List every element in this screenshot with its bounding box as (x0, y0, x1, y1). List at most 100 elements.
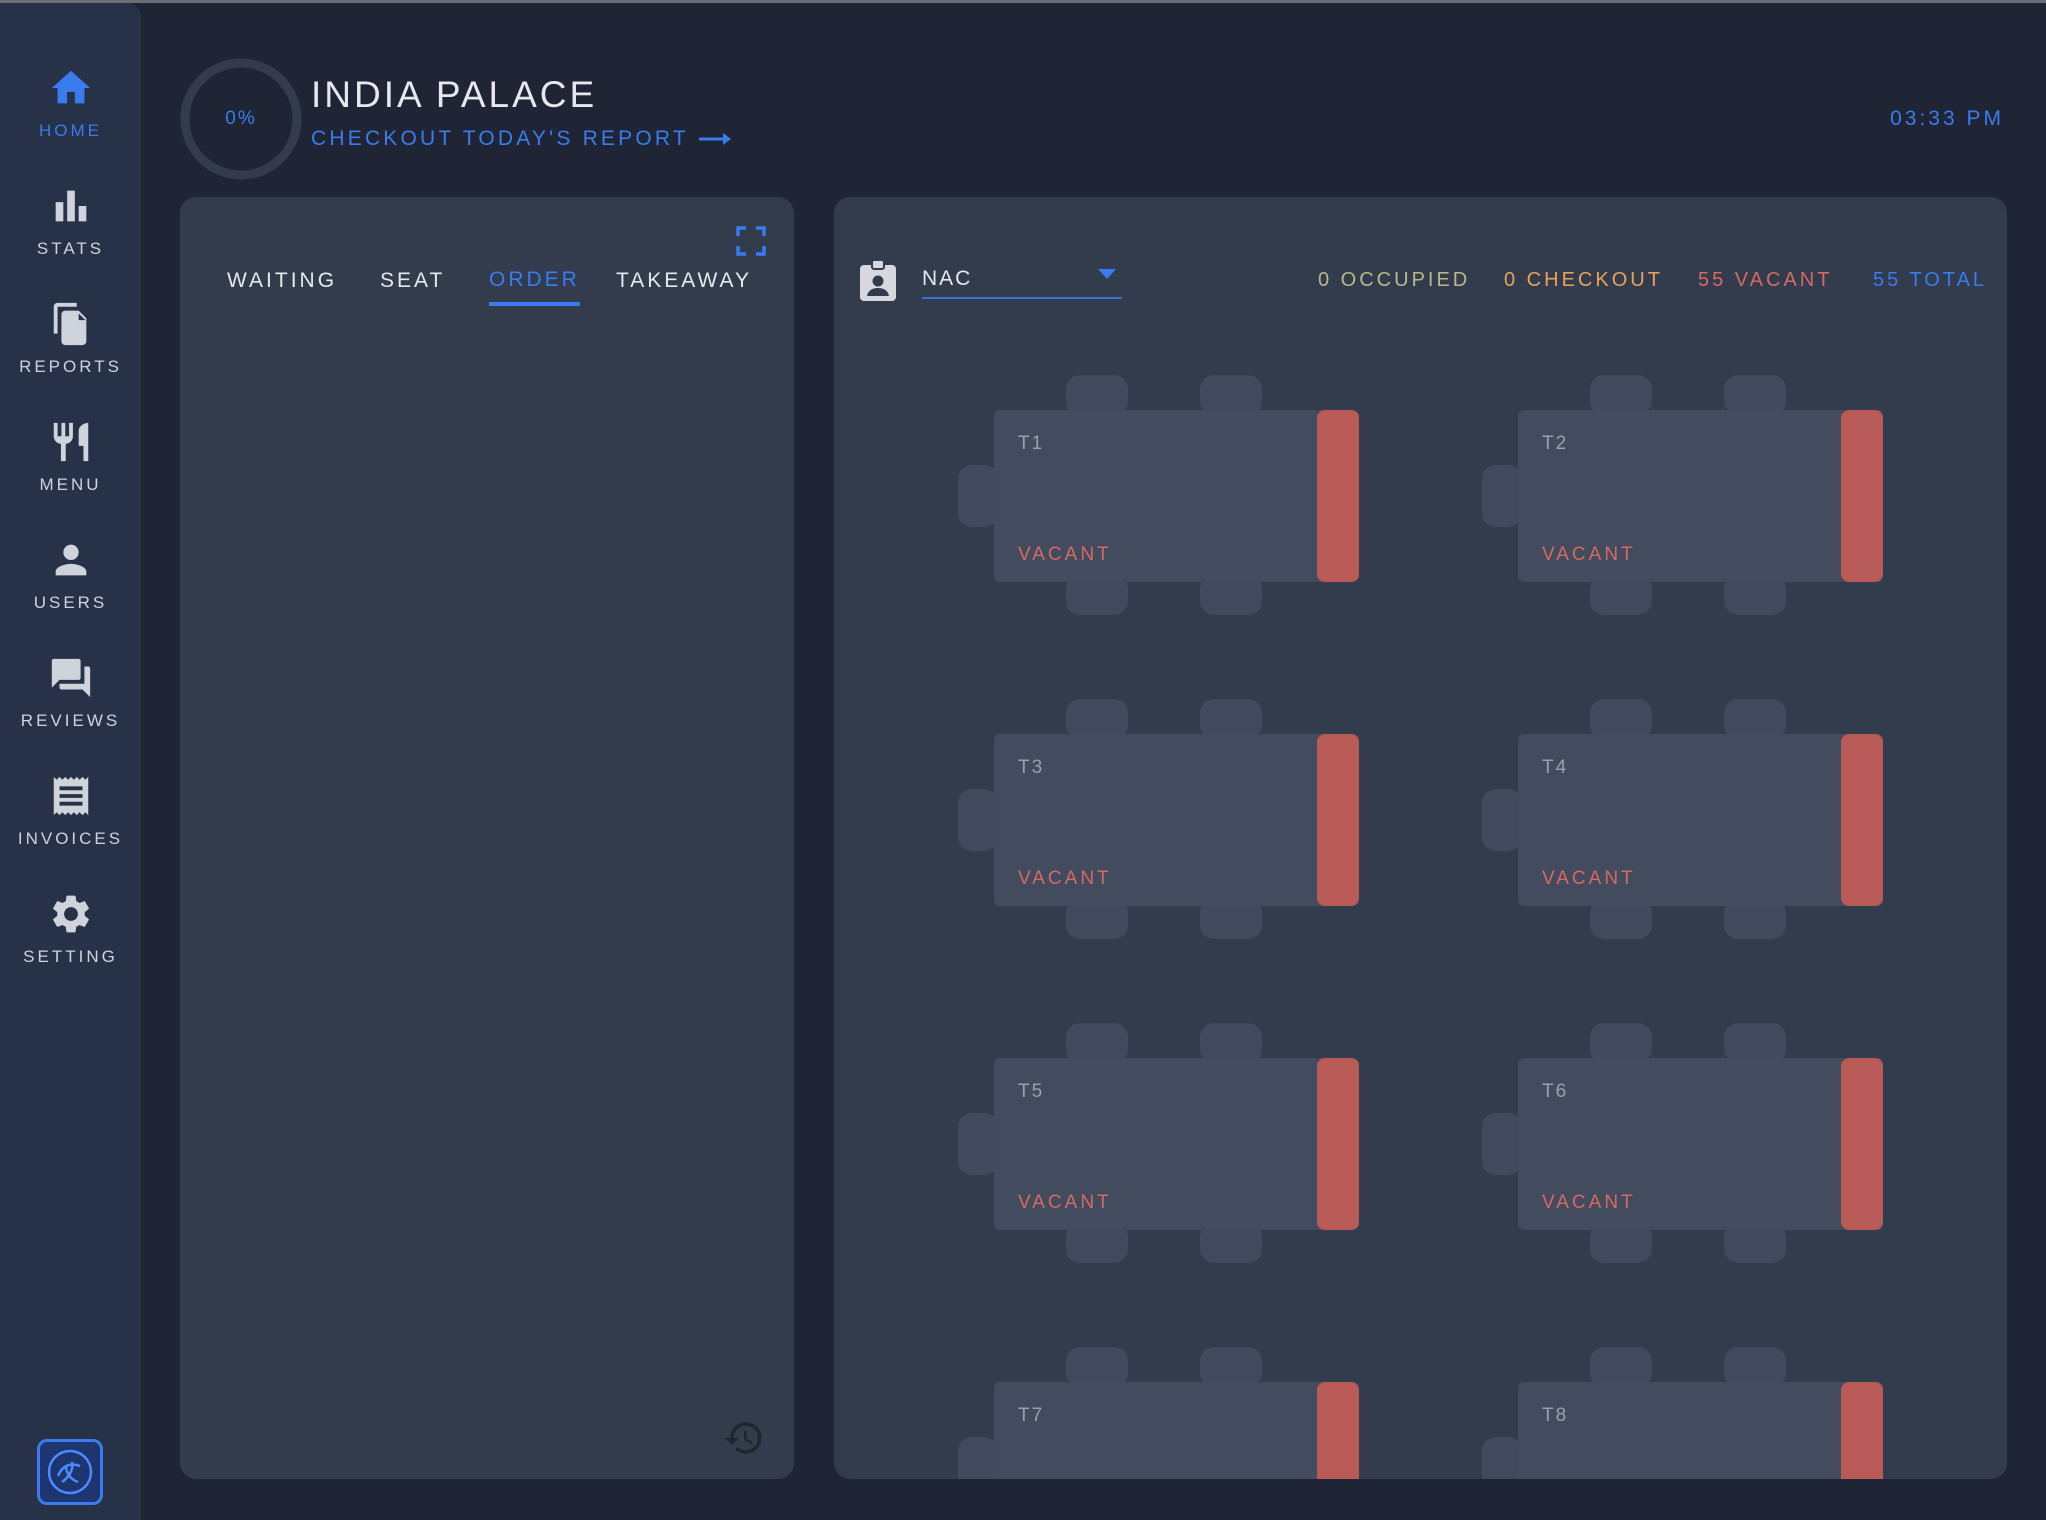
bar-chart-icon (55, 190, 86, 222)
table-name: T2 (1542, 433, 1569, 454)
nav-home[interactable]: HOME (0, 65, 141, 161)
total-count: 55 TOTAL (1873, 269, 1988, 291)
order-tabs: WAITING SEAT ORDER TAKEAWAY (180, 197, 794, 317)
chair (1200, 1347, 1262, 1387)
table-top: T3 VACANT (994, 734, 1359, 906)
table-name: T3 (1018, 757, 1045, 778)
table-card[interactable]: T5 VACANT (958, 1023, 1362, 1263)
chair (1590, 1347, 1652, 1387)
nav-invoices[interactable]: INVOICES (0, 773, 141, 869)
chair (1590, 1023, 1652, 1063)
receipt-icon (53, 776, 88, 816)
chair (1724, 375, 1786, 415)
status-strip (1317, 410, 1359, 582)
current-time: 03:33 PM (1890, 107, 2004, 130)
nav-users[interactable]: USERS (0, 537, 141, 633)
chair (1066, 1023, 1128, 1063)
chair (1724, 699, 1786, 739)
table-top: T1 VACANT (994, 410, 1359, 582)
nav-label: HOME (39, 121, 102, 140)
checkout-count: 0 CHECKOUT (1504, 269, 1663, 291)
checkout-report-label: CHECKOUT TODAY'S REPORT (311, 127, 689, 150)
logo-icon (47, 1449, 93, 1495)
table-name: T1 (1018, 433, 1045, 454)
checkout-report-link[interactable]: CHECKOUT TODAY'S REPORT (311, 127, 733, 151)
section-select-value: NAC (922, 267, 973, 290)
window-frame (0, 0, 2046, 3)
restaurant-title: INDIA PALACE (311, 74, 598, 115)
table-card[interactable]: T3 VACANT (958, 699, 1362, 939)
table-card[interactable]: T1 VACANT (958, 375, 1362, 615)
vacant-count: 55 VACANT (1698, 269, 1833, 291)
tab-waiting[interactable]: WAITING (227, 269, 338, 292)
fork-knife-icon (53, 422, 88, 462)
chair (1066, 375, 1128, 415)
chair (958, 1437, 998, 1479)
table-name: T7 (1018, 1405, 1045, 1426)
nav-label: USERS (33, 593, 108, 612)
nav-menu[interactable]: MENU (0, 419, 141, 515)
chair (1724, 1023, 1786, 1063)
section-select[interactable]: NAC (922, 263, 1122, 299)
table-top: T8 (1518, 1382, 1883, 1479)
status-strip (1841, 1382, 1883, 1479)
table-card[interactable]: T2 VACANT (1482, 375, 1886, 615)
chair (1200, 375, 1262, 415)
table-top: T2 VACANT (1518, 410, 1883, 582)
chair (958, 465, 998, 527)
nav-setting[interactable]: SETTING (0, 891, 141, 987)
table-name: T8 (1542, 1405, 1569, 1426)
nav-label: MENU (39, 475, 102, 494)
progress-percent: 0% (225, 108, 257, 129)
status-strip (1317, 734, 1359, 906)
occupied-count: 0 OCCUPIED (1318, 269, 1471, 291)
chair (1590, 699, 1652, 739)
chair (1590, 375, 1652, 415)
table-card[interactable]: T6 VACANT (1482, 1023, 1886, 1263)
chair (1482, 1113, 1522, 1175)
table-status: VACANT (1018, 544, 1112, 565)
table-status: VACANT (1542, 1192, 1636, 1213)
home-icon (51, 70, 90, 104)
table-card[interactable]: T8 (1482, 1347, 1886, 1479)
id-badge-icon (860, 259, 896, 301)
status-strip (1841, 1058, 1883, 1230)
chat-icon (51, 658, 90, 698)
table-status: VACANT (1542, 544, 1636, 565)
tab-seat[interactable]: SEAT (380, 269, 446, 292)
arrow-right-icon (698, 133, 731, 145)
history-icon[interactable] (723, 1417, 765, 1459)
fullscreen-icon[interactable] (735, 225, 767, 257)
sidebar: HOME STATS REPORTS MENU USERS REVIEWS IN… (0, 3, 141, 1520)
table-top: T6 VACANT (1518, 1058, 1883, 1230)
table-top: T4 VACANT (1518, 734, 1883, 906)
table-top: T5 VACANT (994, 1058, 1359, 1230)
gear-icon (52, 895, 89, 933)
user-icon (55, 544, 86, 576)
documents-icon (53, 302, 86, 346)
nav-reports[interactable]: REPORTS (0, 301, 141, 397)
table-card[interactable]: T7 (958, 1347, 1362, 1479)
chair (1482, 789, 1522, 851)
chair (1066, 1347, 1128, 1387)
nav-label: REVIEWS (20, 711, 121, 730)
floor-panel: NAC 0 OCCUPIED 0 CHECKOUT 55 VACANT 55 T… (834, 197, 2007, 1479)
orders-panel: WAITING SEAT ORDER TAKEAWAY (180, 197, 794, 1479)
tab-takeaway[interactable]: TAKEAWAY (616, 269, 753, 292)
status-strip (1841, 734, 1883, 906)
nav-reviews[interactable]: REVIEWS (0, 655, 141, 751)
nav-stats[interactable]: STATS (0, 183, 141, 279)
chair (1482, 1437, 1522, 1479)
chair (958, 1113, 998, 1175)
tab-order[interactable]: ORDER (489, 268, 580, 306)
status-strip (1841, 410, 1883, 582)
table-name: T6 (1542, 1081, 1569, 1102)
brand-logo[interactable] (37, 1439, 103, 1505)
chair (1200, 699, 1262, 739)
table-name: T4 (1542, 757, 1569, 778)
nav-label: REPORTS (19, 357, 122, 376)
table-card[interactable]: T4 VACANT (1482, 699, 1886, 939)
table-top: T7 (994, 1382, 1359, 1479)
table-name: T5 (1018, 1081, 1045, 1102)
chair (1066, 699, 1128, 739)
